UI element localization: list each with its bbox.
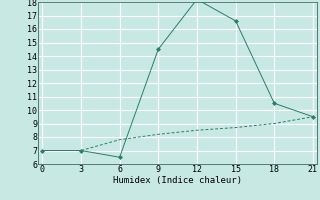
X-axis label: Humidex (Indice chaleur): Humidex (Indice chaleur) <box>113 176 242 185</box>
